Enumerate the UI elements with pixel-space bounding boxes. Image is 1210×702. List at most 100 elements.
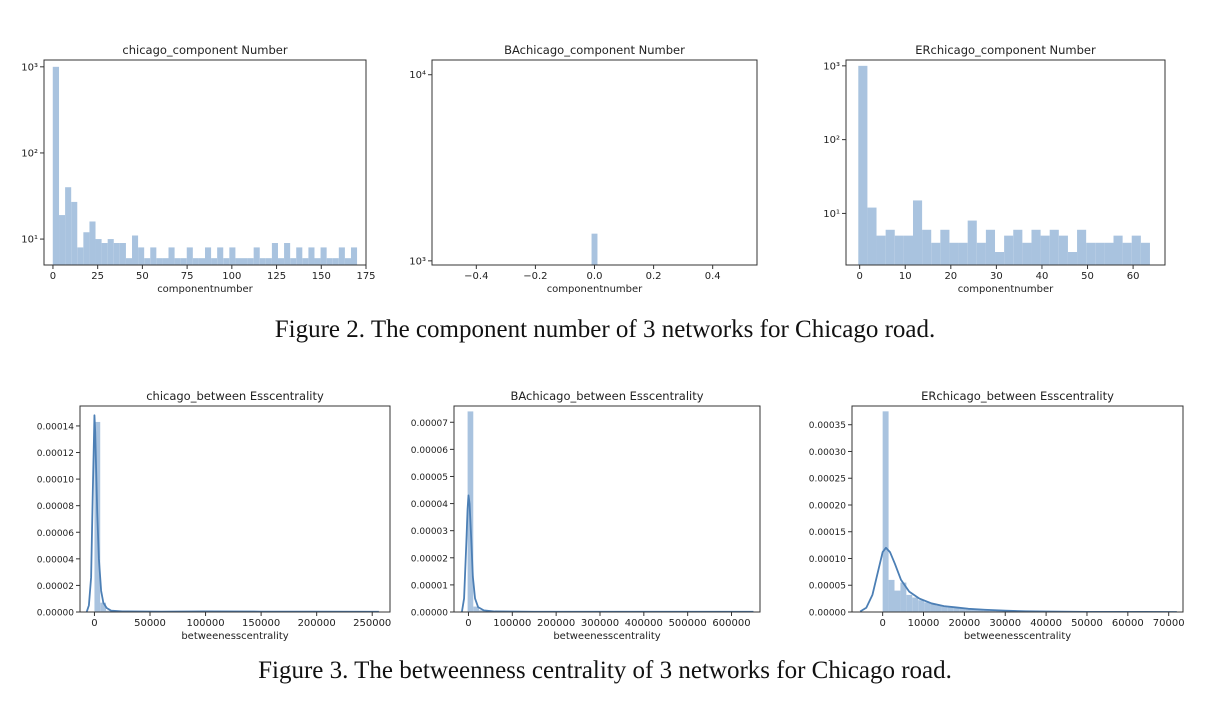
histogram-bar [941, 606, 948, 612]
x-tick-label: 10 [899, 271, 912, 282]
x-tick-label: 50000 [1071, 618, 1103, 629]
y-tick-label: 10³ [409, 256, 426, 267]
histogram-bar [192, 258, 199, 265]
chart-title: BAchicago_between Esscentrality [510, 389, 703, 403]
x-axis-label: componentnumber [958, 284, 1054, 295]
histogram-bar [229, 247, 236, 265]
histogram-bar [1122, 242, 1132, 265]
plot-frame [43, 59, 367, 266]
x-tick-label: 0 [879, 618, 885, 629]
histogram-bar [162, 258, 169, 265]
histogram-bar [876, 235, 886, 265]
histogram-bar [1131, 235, 1141, 265]
x-tick-label: 250000 [353, 618, 391, 629]
x-tick-label: 60000 [1112, 618, 1144, 629]
y-tick-label: 0.00005 [411, 473, 448, 483]
x-tick-label: 0 [91, 618, 97, 629]
y-tick-label: 0.00010 [809, 555, 846, 565]
chart-4: 0 50000 100000 150000 200000 250000 0.00000 0.0… [37, 389, 392, 642]
histogram-bar [903, 235, 913, 265]
chart-2: −0.4 −0.2 0.0 0.2 0.4 10³ 10⁴ BAchicago_compone… [409, 43, 758, 295]
x-tick-label: 70000 [1153, 618, 1185, 629]
x-tick-label: 0.0 [587, 271, 603, 282]
histogram-bar [65, 187, 72, 265]
x-tick-label: 200000 [298, 618, 336, 629]
y-tick-label: 0.00000 [411, 609, 448, 619]
x-tick-label: 600000 [712, 618, 750, 629]
chart-bars [858, 65, 1150, 265]
x-tick-label: −0.2 [523, 271, 547, 282]
x-tick-label: 100 [222, 271, 241, 282]
histogram-bar [326, 258, 333, 265]
histogram-bar [858, 65, 868, 265]
histogram-bar [320, 247, 327, 265]
chart-title: BAchicago_component Number [504, 43, 685, 57]
histogram-bar [971, 609, 978, 612]
histogram-bar [241, 258, 248, 265]
histogram-bar [885, 229, 895, 265]
chart-title: ERchicago_between Esscentrality [921, 389, 1114, 403]
chart-title: chicago_between Esscentrality [146, 389, 324, 403]
histogram-bar [965, 608, 972, 612]
histogram-bar [302, 258, 309, 265]
histogram-bar [930, 603, 936, 612]
histogram-bar [271, 243, 278, 265]
y-tick-label: 10² [21, 148, 38, 159]
histogram-bar [205, 247, 212, 265]
kde-line [85, 414, 379, 612]
chart-title: ERchicago_component Number [915, 43, 1096, 57]
histogram-bar [918, 600, 925, 612]
histogram-bar [338, 247, 345, 265]
x-tick-label: 20000 [948, 618, 980, 629]
y-tick-label: 0.00008 [37, 502, 74, 512]
histogram-bar [1004, 235, 1014, 265]
x-tick-label: 0 [856, 271, 862, 282]
histogram-bar [265, 258, 272, 265]
histogram-bar [350, 247, 358, 265]
x-tick-label: 400000 [625, 618, 663, 629]
y-tick-label: 0.00005 [809, 582, 846, 592]
histogram-bar [931, 242, 941, 265]
figure-2-caption: Figure 2. The component number of 3 netw… [274, 316, 936, 343]
x-tick-label: 30000 [989, 618, 1021, 629]
histogram-bar [144, 258, 151, 265]
x-tick-label: 175 [356, 271, 375, 282]
x-tick-label: 40000 [1030, 618, 1062, 629]
x-axis-label: componentnumber [157, 284, 253, 295]
x-tick-label: 150 [312, 271, 331, 282]
histogram-bar [935, 605, 942, 612]
histogram-bar [867, 207, 877, 265]
x-tick-label: 100000 [493, 618, 531, 629]
histogram-bar [77, 247, 84, 265]
histogram-bar [296, 247, 303, 265]
histogram-bar [211, 258, 218, 265]
y-tick-label: 10¹ [823, 209, 840, 220]
histogram-bar [156, 258, 163, 265]
histogram-bar [1104, 242, 1114, 265]
histogram-bar [1031, 229, 1041, 265]
histogram-bar [1077, 229, 1087, 265]
histogram-bar [308, 247, 315, 265]
x-tick-label: 300000 [581, 618, 619, 629]
x-tick-label: 25 [91, 271, 104, 282]
y-tick-label: 0.00015 [809, 528, 846, 538]
histogram-bar [314, 258, 321, 265]
histogram-bar [888, 579, 895, 612]
x-tick-label: 150000 [242, 618, 280, 629]
histogram-bar [284, 243, 291, 265]
histogram-bar [977, 609, 984, 612]
x-tick-label: 50 [1081, 271, 1094, 282]
histogram-bar [995, 252, 1005, 265]
kde-line [461, 494, 754, 612]
y-tick-label: 0.00006 [411, 446, 448, 456]
y-tick-label: 0.00025 [809, 475, 846, 485]
x-tick-label: −0.4 [464, 271, 488, 282]
x-tick-label: 0.4 [705, 271, 721, 282]
histogram-bar [1113, 235, 1123, 265]
histogram-bar [940, 229, 950, 265]
histogram-bar [253, 247, 260, 265]
x-tick-label: 125 [267, 271, 286, 282]
chart-6: 0 10000 20000 30000 40000 50000 60000 70000 0.00… [809, 389, 1185, 642]
histogram-bar [894, 590, 901, 612]
